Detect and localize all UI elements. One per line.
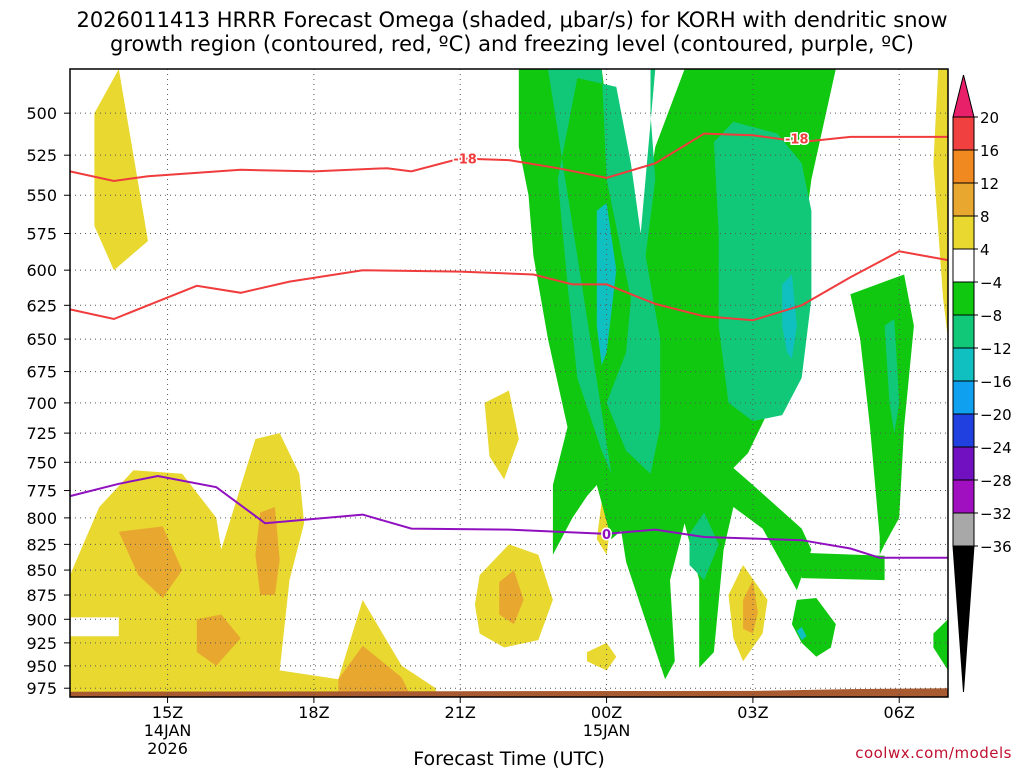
y-tick-label-725: 725 <box>26 424 57 443</box>
omega-region-16 <box>801 552 885 581</box>
y-tick-label-775: 775 <box>26 482 57 501</box>
omega-region-17 <box>791 598 836 657</box>
source-credit: coolwx.com/models <box>855 744 1012 762</box>
x-tick-label-06Z: 06Z <box>884 703 915 722</box>
x-year-label: 2026 <box>147 739 188 758</box>
omega-shading <box>70 69 948 697</box>
x-date-label: 15JAN <box>583 721 631 740</box>
colorbar-top-arrow <box>952 74 975 118</box>
isotherm-lines: -18 -18 0 <box>69 131 949 559</box>
colorbar-label-5: −4 <box>980 274 1002 292</box>
colorbar-label-4: 4 <box>980 241 990 259</box>
omega-region-8 <box>499 570 524 625</box>
omega-region-5 <box>338 645 412 697</box>
x-axis-title: Forecast Time (UTC) <box>413 748 604 768</box>
y-tick-label-550: 550 <box>26 186 57 205</box>
colorbar-box-2 <box>952 149 975 184</box>
colorbar: 20 16 12 8 4 −4 −8 −12 −16 −20 −24 −28 −32 −36 <box>952 74 1012 693</box>
colorbar-label-7: −12 <box>980 340 1012 358</box>
freezing-level-line <box>69 474 948 559</box>
x-tick-label-18Z: 18Z <box>298 703 329 722</box>
colorbar-box-12 <box>952 479 975 514</box>
dgz-upper-label: -18 <box>453 152 477 167</box>
dgz-lower-line <box>69 250 949 322</box>
y-tick-label-750: 750 <box>26 453 57 472</box>
colorbar-box-1 <box>952 116 975 151</box>
omega-region-1 <box>70 433 436 697</box>
omega-region-25 <box>796 626 807 641</box>
y-tick-label-625: 625 <box>26 296 57 315</box>
colorbar-label-6: −8 <box>980 307 1002 325</box>
y-tick-label-600: 600 <box>26 261 57 280</box>
colorbar-label-11: −28 <box>980 472 1012 490</box>
x-tick-label-15Z: 15Z <box>152 703 183 722</box>
omega-region-13 <box>933 69 948 340</box>
dgz-upper-line <box>69 132 948 183</box>
colorbar-box-11 <box>952 446 975 481</box>
omega-region-3 <box>196 614 241 666</box>
y-tick-label-850: 850 <box>26 561 57 580</box>
dgz-upper-label-2: -18 <box>785 133 809 148</box>
colorbar-box-7 <box>952 314 975 349</box>
y-tick-label-825: 825 <box>26 535 57 554</box>
omega-region-0 <box>94 69 148 271</box>
y-tick-label-675: 675 <box>26 363 57 382</box>
omega-region-20 <box>713 121 812 422</box>
colorbar-label-13: −36 <box>980 538 1012 556</box>
colorbar-box-3 <box>952 182 975 217</box>
y-tick-label-575: 575 <box>26 225 57 244</box>
omega-region-10 <box>587 642 617 671</box>
y-tick-label-900: 900 <box>26 610 57 629</box>
colorbar-label-3: 8 <box>980 208 990 226</box>
colorbar-label-9: −20 <box>980 406 1012 424</box>
colorbar-label-12: −32 <box>980 505 1012 523</box>
colorbar-label-2: 12 <box>980 175 999 193</box>
plot-frame <box>69 68 949 698</box>
omega-region-21 <box>689 512 719 581</box>
colorbar-box-6 <box>952 281 975 316</box>
colorbar-box-8 <box>952 347 975 382</box>
omega-region-12 <box>743 580 758 634</box>
omega-region-6 <box>484 390 519 480</box>
ground-strip <box>70 688 948 697</box>
colorbar-box-5 <box>952 248 975 283</box>
freezing-level-label: 0 <box>602 528 611 543</box>
y-tick-label-700: 700 <box>26 394 57 413</box>
y-tick-label-975: 975 <box>26 679 57 698</box>
colorbar-label-10: −24 <box>980 439 1012 457</box>
y-tick-label-525: 525 <box>26 146 57 165</box>
omega-region-24 <box>782 274 797 359</box>
colorbar-box-10 <box>952 413 975 448</box>
y-tick-label-500: 500 <box>26 104 57 123</box>
y-tick-label-800: 800 <box>26 509 57 528</box>
colorbar-box-13 <box>952 512 975 547</box>
chart-title-line2: growth region (contoured, red, ºC) and f… <box>110 32 914 56</box>
x-date-label: 14JAN <box>144 721 192 740</box>
y-tick-label-950: 950 <box>26 657 57 676</box>
omega-region-15 <box>850 274 914 555</box>
colorbar-label-0: 20 <box>980 109 999 127</box>
colorbar-box-4 <box>952 215 975 250</box>
y-tick-label-925: 925 <box>26 634 57 653</box>
x-tick-label-21Z: 21Z <box>445 703 476 722</box>
omega-region-22 <box>884 319 900 434</box>
y-tick-label-650: 650 <box>26 330 57 349</box>
axes: 500 525 550 575 600 625 650 675 700 725 750 775 800 8… <box>26 68 949 768</box>
colorbar-box-9 <box>952 380 975 415</box>
chart-title-line1: 2026011413 HRRR Forecast Omega (shaded, … <box>76 8 948 32</box>
omega-region-4 <box>255 507 280 595</box>
colorbar-label-8: −16 <box>980 373 1012 391</box>
colorbar-label-1: 16 <box>980 142 999 160</box>
omega-region-19 <box>548 69 661 474</box>
y-tick-label-875: 875 <box>26 586 57 605</box>
x-tick-label-03Z: 03Z <box>737 703 768 722</box>
omega-region-2 <box>118 526 183 598</box>
colorbar-bottom-arrow <box>952 545 975 693</box>
omega-region-18 <box>933 619 948 671</box>
x-tick-label-00Z: 00Z <box>591 703 622 722</box>
